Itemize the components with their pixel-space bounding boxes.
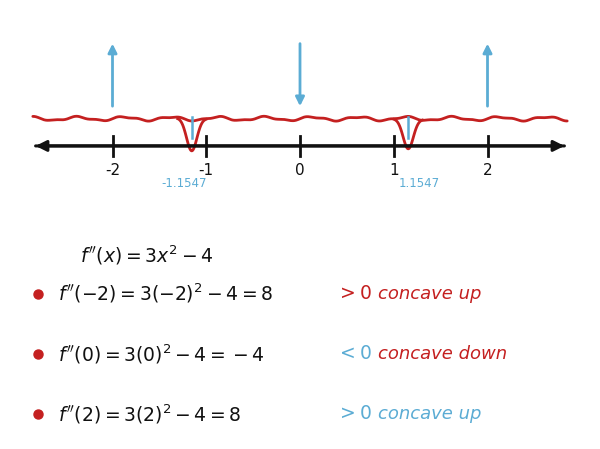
Text: $f''(0) = 3(0)^2 - 4 = -4$: $f''(0) = 3(0)^2 - 4 = -4$ [58,342,265,365]
Text: -1.1547: -1.1547 [161,177,207,190]
Text: $f''(2) = 3(2)^2 - 4 = 8$: $f''(2) = 3(2)^2 - 4 = 8$ [58,402,242,426]
Text: concave up: concave up [378,405,481,423]
Text: 2: 2 [482,163,493,178]
Text: 1.1547: 1.1547 [399,177,440,190]
Text: $f''(x) = 3x^2 - 4$: $f''(x) = 3x^2 - 4$ [80,243,214,267]
Text: 0: 0 [295,163,305,178]
Text: concave up: concave up [378,285,481,303]
Text: -1: -1 [199,163,214,178]
Text: $> 0$: $> 0$ [336,284,371,303]
Text: $< 0$: $< 0$ [336,344,371,363]
Text: concave down: concave down [378,345,507,363]
Text: $f''(-2) = 3(-2)^2 - 4 = 8$: $f''(-2) = 3(-2)^2 - 4 = 8$ [58,282,273,305]
Text: 1: 1 [389,163,398,178]
Text: -2: -2 [105,163,120,178]
Text: $> 0$: $> 0$ [336,405,371,423]
